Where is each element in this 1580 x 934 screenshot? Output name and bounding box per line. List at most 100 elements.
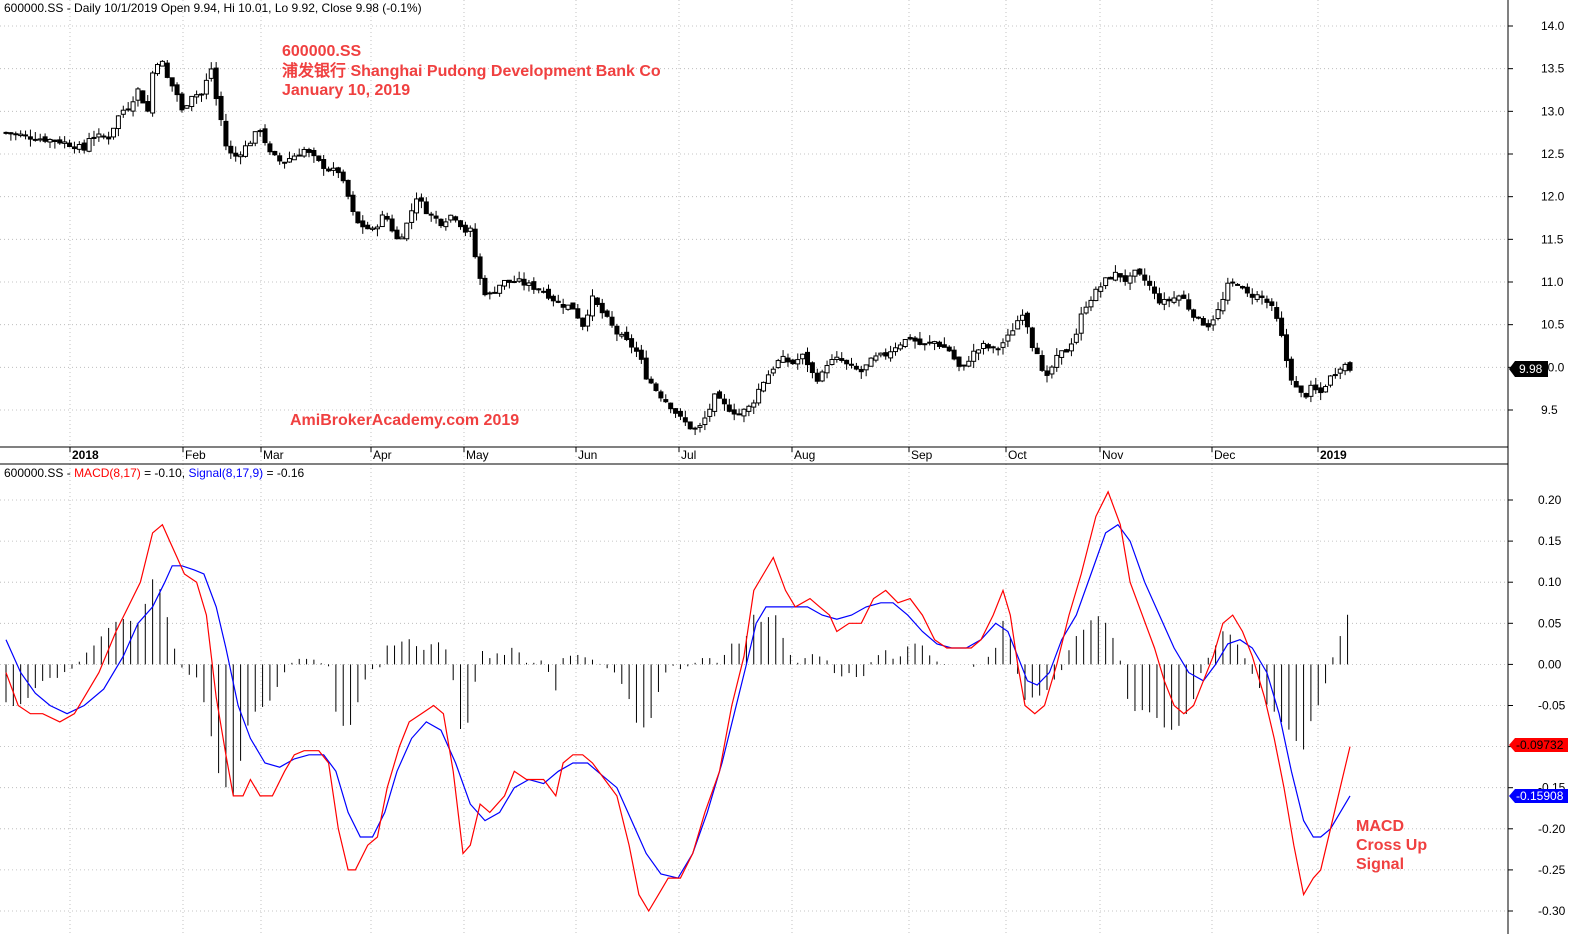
- close-price-tag: 9.98: [1509, 361, 1548, 377]
- candle-body: [976, 349, 982, 354]
- candle-body: [409, 210, 415, 223]
- candle-body: [516, 278, 522, 282]
- candle-body: [492, 291, 498, 294]
- candle-body: [985, 344, 991, 349]
- candle-body: [1122, 275, 1128, 282]
- candle-body: [1210, 319, 1216, 326]
- candle-body: [682, 417, 688, 423]
- candle-body: [712, 393, 718, 412]
- candle-body: [350, 194, 356, 213]
- price-tick-label: 11.5: [1541, 232, 1564, 246]
- candle-body: [1337, 368, 1343, 374]
- candle-body: [1054, 354, 1060, 368]
- candle-body: [91, 136, 97, 140]
- candle-body: [609, 316, 615, 326]
- candle-body: [389, 218, 395, 232]
- price-tick-label: 13.0: [1541, 104, 1565, 118]
- candle-body: [550, 295, 556, 302]
- candle-body: [1010, 330, 1016, 336]
- candle-body: [902, 338, 908, 347]
- candle-body: [663, 399, 669, 403]
- candle-body: [135, 88, 141, 101]
- candle-body: [936, 341, 942, 347]
- candle-body: [458, 220, 464, 228]
- candle-body: [1005, 334, 1011, 342]
- x-tick-label: Mar: [263, 448, 284, 462]
- candle-body: [1225, 282, 1231, 301]
- candle-body: [956, 356, 962, 367]
- candle-body: [1274, 307, 1280, 319]
- candle-body: [57, 139, 63, 144]
- candle-body: [81, 142, 87, 151]
- candle-body: [756, 388, 762, 404]
- x-tick-label: Oct: [1008, 448, 1027, 462]
- x-tick-label: Dec: [1214, 448, 1235, 462]
- candle-body: [1244, 286, 1250, 294]
- candle-body: [247, 142, 253, 147]
- candle-body: [37, 138, 43, 141]
- candle-body: [521, 278, 527, 286]
- macd-tick-label: 0.15: [1538, 534, 1562, 548]
- candle-body: [736, 413, 742, 416]
- candle-body: [751, 402, 757, 408]
- candle-body: [980, 342, 986, 350]
- candle-body: [892, 347, 898, 353]
- candle-body: [257, 130, 263, 133]
- candle-body: [52, 139, 58, 143]
- x-tick-label: Jun: [578, 448, 597, 462]
- candle-body: [834, 356, 840, 360]
- candle-body: [86, 138, 92, 152]
- candle-body: [189, 95, 195, 108]
- candle-body: [878, 352, 884, 356]
- candle-body: [888, 351, 894, 359]
- candle-body: [1093, 288, 1099, 302]
- candle-body: [1049, 366, 1055, 375]
- candle-body: [374, 226, 380, 230]
- candle-body: [1166, 298, 1172, 302]
- candle-body: [365, 224, 371, 230]
- candle-body: [277, 155, 283, 162]
- candle-body: [1073, 333, 1079, 343]
- candle-body: [1171, 297, 1177, 303]
- candle-body: [917, 338, 923, 345]
- candle-body: [1034, 347, 1040, 355]
- candle-body: [511, 281, 517, 284]
- candle-body: [301, 148, 307, 157]
- candle-body: [198, 93, 204, 96]
- candle-body: [242, 145, 248, 157]
- close-price-tag-label: 9.98: [1519, 362, 1543, 376]
- candle-body: [570, 302, 576, 310]
- candle-body: [462, 224, 468, 233]
- candle-body: [130, 101, 136, 112]
- candle-body: [873, 355, 879, 361]
- candle-body: [296, 154, 302, 157]
- candle-body: [1161, 298, 1167, 305]
- candle-body: [726, 404, 732, 412]
- candle-body: [223, 120, 229, 147]
- candle-body: [526, 282, 532, 286]
- candle-body: [194, 94, 200, 98]
- candle-body: [1068, 343, 1074, 352]
- candle-body: [707, 408, 713, 417]
- candle-body: [1186, 299, 1192, 310]
- candle-body: [1064, 349, 1070, 353]
- candle-body: [560, 304, 566, 308]
- candle-body: [848, 363, 854, 366]
- candle-body: [228, 145, 234, 154]
- candle-body: [8, 132, 14, 135]
- candle-body: [164, 62, 170, 78]
- candle-body: [355, 211, 361, 224]
- candle-body: [1127, 275, 1133, 284]
- candle-body: [96, 133, 102, 138]
- candle-body: [360, 220, 366, 228]
- signal-value-tag-label: -0.15908: [1516, 789, 1564, 803]
- candle-body: [790, 359, 796, 365]
- candle-body: [1195, 316, 1201, 319]
- candle-body: [624, 331, 630, 340]
- candle-body: [809, 362, 815, 374]
- candle-body: [316, 155, 322, 161]
- candle-body: [1078, 313, 1084, 334]
- candle-body: [731, 409, 737, 415]
- candle-body: [482, 277, 488, 296]
- candle-body: [922, 343, 928, 346]
